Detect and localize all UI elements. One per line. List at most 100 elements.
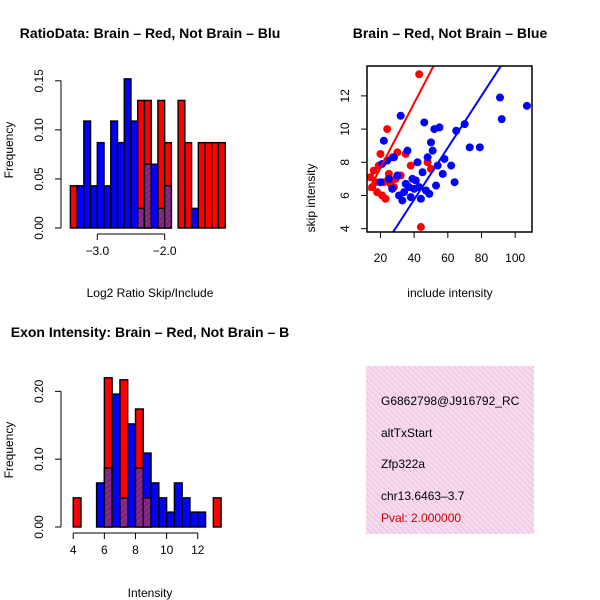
intensity-scatter-point-red (415, 70, 424, 79)
ratio-histogram-axes: −3.0 −2.0 0.00 0.05 0.10 0.15 (32, 69, 177, 258)
intensity-scatter-point-blue (411, 176, 420, 185)
intensity-scatter-axes: 20 40 60 80 100 4 6 8 10 12 (338, 65, 533, 265)
intensity-scatter-point-blue (420, 118, 429, 127)
exon-intensity-y-tick-label: 0.00 (32, 515, 46, 539)
ratio-histogram-bar (83, 120, 92, 229)
intensity-scatter-point-blue (426, 138, 435, 147)
intensity-scatter-point-red (367, 173, 375, 182)
exon-intensity-title: Exon Intensity: Brain – Red, Not Brain –… (11, 324, 290, 340)
exon-intensity-bar (127, 423, 137, 528)
intensity-scatter-x-tick-label: 100 (505, 251, 525, 265)
exon-intensity-overlap-bar (142, 497, 152, 528)
intensity-scatter-point-blue (400, 188, 409, 197)
exon-intensity-bar (158, 497, 168, 528)
intensity-scatter-plot-frame (366, 65, 533, 233)
exon-info-box: G6862798@J916792_RC altTxStart Zfp322a c… (366, 366, 534, 534)
intensity-scatter-point-red (381, 194, 390, 203)
intensity-scatter-point-blue (496, 93, 505, 102)
exon-intensity-x-tick-label: 8 (132, 543, 139, 557)
intensity-scatter-point-blue (432, 181, 441, 190)
ratio-histogram-title: RatioData: Brain – Red, Not Brain – Blu (20, 25, 281, 41)
ratio-histogram-y-tick-label: 0.10 (32, 118, 46, 142)
ratio-histogram-bar (217, 141, 226, 229)
intensity-scatter-x-tick-label: 20 (374, 251, 388, 265)
ratio-histogram-bar (69, 185, 78, 229)
exon-intensity-ylabel: Frequency (2, 422, 16, 479)
ratio-histogram-y-tick-label: 0.00 (32, 216, 46, 240)
ratio-histogram-xlabel: Log2 Ratio Skip/Include (87, 286, 214, 300)
exon-intensity-overlap-bar (103, 467, 113, 528)
intensity-scatter-point-blue (428, 146, 437, 155)
ratio-histogram-overlap-bar (137, 207, 146, 229)
exon-intensity-bar (181, 497, 191, 528)
intensity-scatter-y-tick-label: 6 (338, 192, 352, 199)
exon-intensity-overlap-bar (134, 467, 144, 528)
intensity-scatter-fit-line-red (367, 66, 435, 191)
intensity-scatter-x-tick-label: 60 (441, 251, 455, 265)
intensity-scatter-point-blue (465, 143, 474, 152)
intensity-scatter-point-blue (388, 184, 397, 193)
intensity-scatter-point-blue (418, 168, 427, 177)
ratio-histogram-bar (211, 141, 220, 229)
ratio-histogram-bar (204, 141, 213, 229)
intensity-scatter-point-blue (389, 153, 398, 162)
intensity-scatter-point-blue (379, 136, 388, 145)
intensity-scatter-point-blue (497, 115, 506, 124)
exon-intensity-x-tick-label: 6 (101, 543, 108, 557)
ratio-histogram-overlap-bar (157, 207, 166, 229)
intensity-scatter-y-tick-label: 4 (338, 225, 352, 232)
ratio-histogram-bar (130, 120, 139, 229)
exon-intensity-bar (189, 511, 199, 528)
intensity-scatter-point-blue (425, 189, 434, 198)
ratio-histogram-bar (89, 185, 99, 229)
intensity-scatter-point-blue (423, 153, 432, 162)
ratio-histogram-overlap-bar (163, 185, 173, 229)
intensity-scatter-point-blue (438, 169, 447, 178)
exon-intensity-bar (212, 497, 222, 528)
exon-intensity-y-tick-label: 0.20 (32, 379, 46, 403)
intensity-scatter-point-red (369, 166, 378, 175)
ratio-histogram-bar (197, 141, 206, 229)
intensity-scatter-y-tick-label: 8 (338, 159, 352, 166)
exon-intensity-panel: Exon Intensity: Brain – Red, Not Brain –… (2, 324, 289, 600)
exon-intensity-x-tick-label: 4 (70, 543, 77, 557)
ratio-histogram-bar (76, 185, 85, 229)
intensity-scatter-point-blue (376, 178, 385, 187)
intensity-scatter-ylabel: skip intensity (304, 164, 318, 233)
intensity-scatter-point-blue (447, 161, 456, 170)
ratio-histogram-ylabel: Frequency (2, 122, 16, 179)
ratio-histogram-bar (177, 99, 186, 229)
intensity-scatter-point-blue (384, 174, 393, 183)
intensity-scatter-point-blue (396, 111, 405, 120)
exon-intensity-y-tick-label: 0.10 (32, 447, 46, 471)
ratio-histogram-bar (103, 185, 112, 229)
ratio-histogram-bar (123, 78, 132, 229)
exon-intensity-xlabel: Intensity (128, 586, 173, 600)
gene-name: Zfp322a (381, 457, 426, 471)
exon-intensity-x-tick-label: 12 (191, 543, 205, 557)
intensity-scatter-point-blue (403, 146, 412, 155)
genomic-location: chr13.6463–3.7 (381, 489, 465, 503)
intensity-scatter-xlabel: include intensity (407, 286, 492, 300)
ratio-histogram-panel: RatioData: Brain – Red, Not Brain – Blu … (2, 25, 280, 300)
intensity-scatter-point-red (416, 223, 425, 232)
intensity-scatter-y-tick-label: 12 (338, 89, 352, 103)
exon-intensity-bar (95, 482, 106, 528)
ratio-histogram-bars (69, 78, 226, 229)
intensity-scatter-point-blue (522, 101, 531, 110)
intensity-scatter-point-blue (406, 193, 415, 202)
exon-intensity-bar (197, 511, 207, 528)
exon-intensity-axes: 4 6 8 10 12 0.00 0.10 0.20 (32, 379, 205, 557)
intensity-scatter-point-red (383, 125, 392, 134)
exon-intensity-x-tick-label: 10 (160, 543, 174, 557)
intensity-scatter-point-blue (393, 171, 402, 180)
intensity-scatter-title: Brain – Red, Not Brain – Blue (353, 25, 548, 41)
intensity-scatter-y-tick-label: 10 (338, 122, 352, 136)
intensity-scatter-x-tick-label: 40 (407, 251, 421, 265)
ratio-histogram-overlap-bar (143, 163, 152, 229)
exon-id: G6862798@J916792_RC (381, 394, 520, 408)
intensity-scatter-point-blue (413, 158, 422, 167)
ratio-histogram-bar (110, 120, 119, 229)
exon-intensity-bar (150, 482, 160, 528)
intensity-scatter-marks (367, 66, 531, 232)
